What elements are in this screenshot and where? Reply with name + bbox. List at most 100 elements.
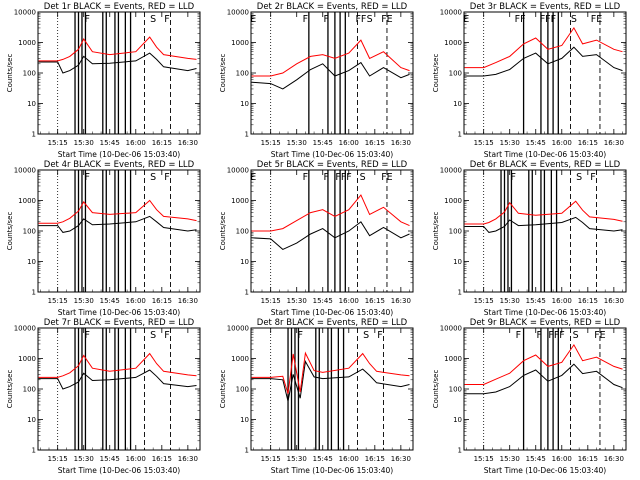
flag-label: FF [355, 14, 366, 25]
flag-label: S [150, 172, 156, 183]
flag-label: S [150, 330, 156, 341]
y-tick-label: 1000 [444, 197, 462, 205]
y-tick-label: 100 [23, 228, 36, 236]
flag-label: F [516, 330, 521, 341]
flag-label: F [164, 330, 169, 341]
flag-label: F [297, 330, 302, 341]
detector-panel-8: Det 8r BLACK = Events, RED = LLD Counts/s… [219, 318, 414, 475]
detector-panel-2: Det 2r BLACK = Events, RED = LLD Counts/s… [219, 2, 414, 159]
y-tick-label: 1000 [444, 355, 462, 363]
x-tick-label: 15:30 [500, 139, 520, 147]
detector-panel-3: Det 3r BLACK = Events, RED = LLD Counts/s… [432, 2, 627, 159]
plot-frame [250, 327, 414, 451]
x-tick-label: 16:15 [152, 455, 172, 463]
detector-panel-1: Det 1r BLACK = Events, RED = LLD Counts/s… [6, 2, 201, 159]
x-tick-label: 15:15 [474, 297, 494, 305]
y-tick-label: 1 [32, 131, 36, 139]
panel-title: Det 8r BLACK = Events, RED = LLD [257, 318, 408, 328]
y-axis-label: Counts/sec [432, 212, 440, 251]
x-tick-label: 16:00 [126, 297, 146, 305]
flag-label: FE [591, 14, 602, 25]
y-axis-label: Counts/sec [219, 212, 227, 251]
plot-frame [463, 327, 627, 451]
plot-frame [37, 11, 201, 135]
flag-label: S [571, 14, 577, 25]
panel-title: Det 1r BLACK = Events, RED = LLD [44, 2, 195, 12]
detector-panel-7: Det 7r BLACK = Events, RED = LLD Counts/s… [6, 318, 201, 475]
x-tick-label: 16:15 [578, 297, 598, 305]
events-series-line [464, 216, 623, 233]
x-tick-label: 16:30 [604, 455, 624, 463]
y-tick-label: 10 [27, 258, 36, 266]
x-tick-label: 15:45 [526, 139, 546, 147]
y-tick-label: 10 [453, 416, 462, 424]
x-axis-label: Start Time (10-Dec-06 15:03:40) [58, 466, 180, 475]
events-series-line [251, 221, 410, 250]
detector-panel-6: Det 6r BLACK = Events, RED = LLD Counts/s… [432, 160, 627, 317]
x-tick-label: 16:30 [178, 455, 198, 463]
x-axis-label: Start Time (10-Dec-06 15:03:40) [484, 150, 606, 159]
lld-series-line [251, 351, 410, 394]
flag-label: F [164, 172, 169, 183]
y-tick-label: 100 [23, 70, 36, 78]
y-tick-label: 100 [23, 386, 36, 394]
x-tick-label: 16:15 [578, 139, 598, 147]
x-tick-label: 16:15 [152, 297, 172, 305]
x-tick-label: 15:45 [100, 139, 120, 147]
y-tick-label: 1000 [18, 39, 36, 47]
x-tick-label: 16:30 [604, 139, 624, 147]
y-tick-label: 10000 [440, 9, 462, 17]
flag-label: E [250, 172, 256, 183]
y-axis-label: Counts/sec [219, 370, 227, 409]
x-tick-label: 16:00 [552, 455, 572, 463]
x-tick-label: 15:45 [526, 455, 546, 463]
events-series-line [38, 369, 197, 390]
flag-label: F [303, 14, 308, 25]
x-tick-label: 15:30 [500, 297, 520, 305]
flag-label: F [536, 330, 541, 341]
flag-label: S [573, 330, 579, 341]
y-tick-label: 100 [236, 70, 249, 78]
x-tick-label: 16:15 [365, 297, 385, 305]
y-tick-label: 10000 [227, 167, 249, 175]
lld-series-line [464, 26, 623, 69]
x-tick-label: 16:00 [552, 297, 572, 305]
panel-title: Det 2r BLACK = Events, RED = LLD [257, 2, 408, 12]
flag-label: FFF [540, 14, 556, 25]
lld-series-line [251, 39, 410, 77]
y-tick-label: 100 [449, 228, 462, 236]
x-tick-label: 15:15 [474, 455, 494, 463]
y-tick-label: 1 [245, 289, 249, 297]
detector-panel-4: Det 4r BLACK = Events, RED = LLD Counts/s… [6, 160, 201, 317]
flag-label: F [164, 14, 169, 25]
y-tick-label: 10000 [440, 167, 462, 175]
y-tick-label: 10000 [227, 9, 249, 17]
flag-label: FF [515, 14, 526, 25]
y-axis-label: Counts/sec [219, 54, 227, 93]
x-tick-label: 16:15 [152, 139, 172, 147]
x-tick-label: 15:15 [261, 297, 281, 305]
y-tick-label: 1 [245, 131, 249, 139]
events-series-line [464, 363, 623, 395]
flag-label: S [360, 172, 366, 183]
x-axis-label: Start Time (10-Dec-06 15:03:40) [271, 466, 393, 475]
y-tick-label: 10 [240, 416, 249, 424]
events-series-line [38, 52, 197, 74]
x-tick-label: 15:30 [74, 297, 94, 305]
events-series-line [251, 61, 410, 90]
flag-label: F [377, 330, 382, 341]
y-tick-label: 10 [27, 416, 36, 424]
y-tick-label: 1 [458, 447, 462, 455]
plot-frame [463, 169, 627, 293]
x-tick-label: 15:45 [100, 297, 120, 305]
flag-label: F [303, 172, 308, 183]
lld-series-line [38, 199, 197, 224]
flag-label: E [250, 14, 256, 25]
y-tick-label: 1 [245, 447, 249, 455]
x-tick-label: 16:30 [178, 139, 198, 147]
x-tick-label: 16:15 [578, 455, 598, 463]
x-tick-label: 15:15 [261, 139, 281, 147]
panel-title: Det 3r BLACK = Events, RED = LLD [470, 2, 621, 12]
lld-series-line [38, 352, 197, 378]
